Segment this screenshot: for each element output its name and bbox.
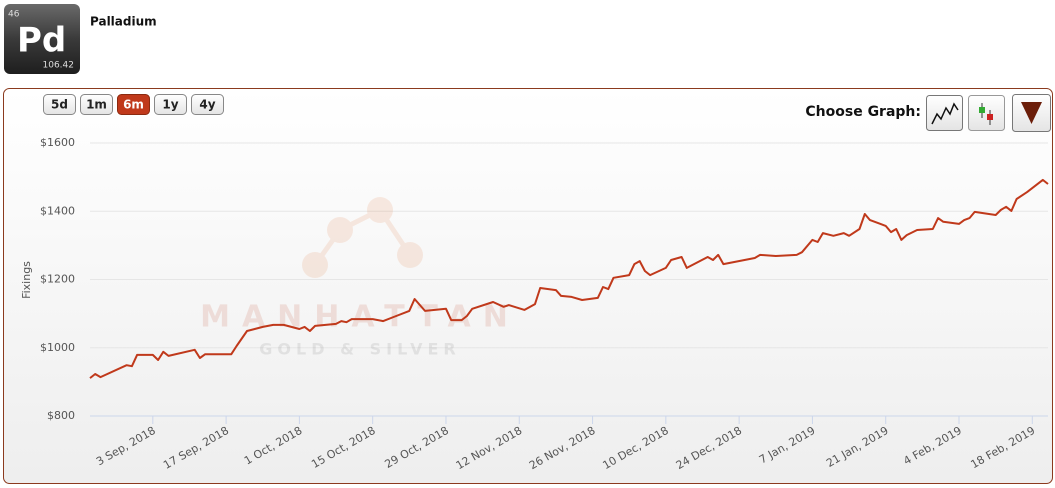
dropdown-arrow	[1021, 102, 1042, 124]
chart-panel	[3, 88, 1053, 484]
menu-button[interactable]	[1012, 94, 1051, 132]
y-tick-label: $1400	[40, 204, 75, 217]
line-icon	[931, 102, 959, 125]
price-line	[89, 178, 1049, 379]
range-button[interactable]: 6m	[117, 94, 150, 115]
y-axis-title: Fixings	[20, 261, 33, 299]
button-frame	[191, 94, 224, 115]
element-icon	[4, 4, 80, 74]
range-button[interactable]: 4y	[191, 94, 224, 115]
choose-graph-label: Choose Graph:	[805, 104, 921, 120]
range-label: 6m	[123, 98, 144, 112]
y-tick-label: $1200	[40, 273, 75, 286]
button-frame	[80, 94, 113, 115]
range-label: 1m	[86, 98, 107, 112]
y-tick-label: $1000	[40, 341, 75, 354]
atomic-number: 46	[8, 10, 20, 20]
range-label: 1y	[162, 98, 178, 112]
candle-graph-button[interactable]	[968, 95, 1005, 131]
watermark-tagline: GOLD & SILVER	[259, 340, 460, 359]
range-button[interactable]: 5d	[43, 94, 76, 115]
y-tick-label: $1600	[40, 136, 75, 149]
range-button[interactable]: 1y	[154, 94, 187, 115]
button-frame	[154, 94, 187, 115]
line-graph-button[interactable]	[926, 95, 963, 131]
range-button[interactable]: 1m	[80, 94, 113, 115]
atomic-mass: 106.42	[43, 61, 75, 71]
range-buttons: 5d 1m 6m 1y 4y	[43, 94, 224, 115]
candle-body	[979, 107, 985, 113]
range-label: 4y	[199, 98, 215, 112]
y-tick-label: $800	[47, 409, 75, 422]
element-symbol: Pd	[17, 21, 66, 61]
candle-body	[987, 114, 993, 120]
range-label: 5d	[51, 98, 68, 112]
page-title: Palladium	[90, 15, 157, 29]
button-frame	[43, 94, 76, 115]
button-frame	[117, 94, 150, 115]
watermark: MANHATTAN GOLD & SILVER	[200, 197, 520, 359]
button-frame	[968, 95, 1005, 131]
watermark-brand: MANHATTAN	[200, 300, 520, 335]
